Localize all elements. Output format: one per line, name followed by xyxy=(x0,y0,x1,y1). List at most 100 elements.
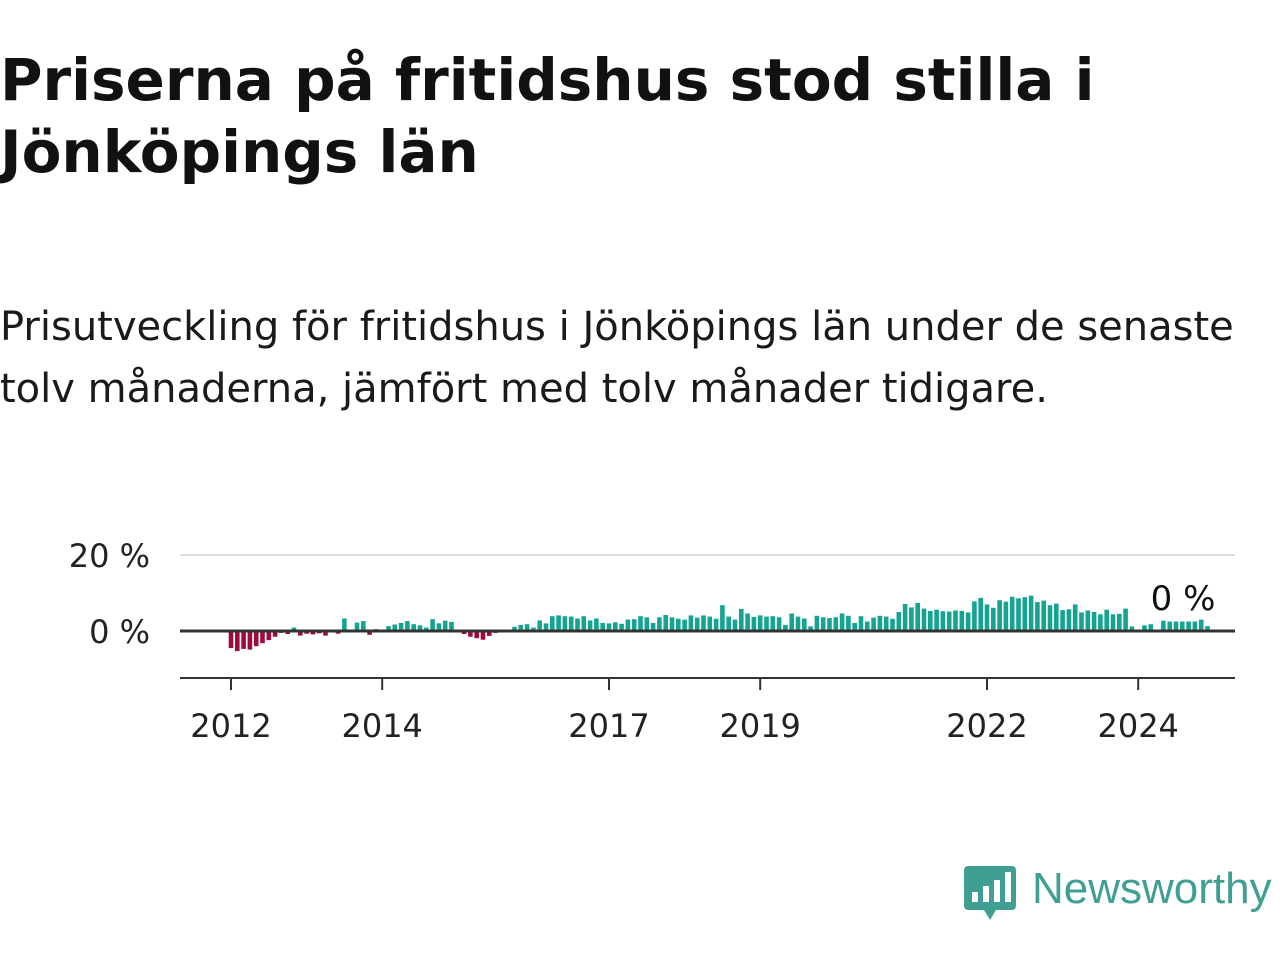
x-tick-label: 2012 xyxy=(190,707,271,745)
bar xyxy=(915,602,920,631)
bar xyxy=(883,616,889,631)
bar xyxy=(890,618,895,631)
bar xyxy=(531,627,536,631)
bar xyxy=(846,615,851,631)
bar xyxy=(1091,612,1097,631)
bar xyxy=(682,619,687,631)
bar xyxy=(556,615,561,631)
bar xyxy=(594,618,599,631)
bar xyxy=(392,624,398,631)
chart-subtitle: Prisutveckling för fritidshus i Jönköpin… xyxy=(0,304,1234,412)
bar xyxy=(928,610,933,631)
bar xyxy=(1060,610,1065,631)
bar xyxy=(253,631,259,647)
bar xyxy=(638,616,643,631)
bar xyxy=(575,618,580,631)
y-tick-label: 20 % xyxy=(69,537,150,575)
bar xyxy=(442,620,448,631)
bar xyxy=(997,600,1002,631)
bar xyxy=(1035,602,1040,631)
x-tick-label: 2017 xyxy=(568,707,649,745)
bar xyxy=(1167,621,1172,631)
bar xyxy=(694,617,700,631)
bar xyxy=(417,625,423,631)
bar xyxy=(342,618,347,631)
bar xyxy=(361,621,366,631)
bar xyxy=(581,616,587,631)
bar xyxy=(298,631,303,636)
bar xyxy=(726,616,731,631)
bar xyxy=(241,631,246,649)
bar xyxy=(323,631,328,636)
y-tick-label: 0 % xyxy=(89,613,150,651)
bar xyxy=(449,621,454,631)
bar xyxy=(1186,621,1191,631)
bar xyxy=(386,626,391,631)
brand-name: Newsworthy xyxy=(1032,864,1272,913)
bar xyxy=(978,597,983,631)
bar xyxy=(247,631,253,650)
bar xyxy=(1142,625,1147,631)
bar xyxy=(1161,620,1166,631)
bar xyxy=(984,604,990,631)
bar xyxy=(1192,621,1198,631)
x-axis-labels: 2012 2014 2017 2019 2022 2024 xyxy=(190,678,1179,745)
bar xyxy=(972,601,977,631)
bar xyxy=(1072,604,1078,631)
bar xyxy=(1003,601,1009,631)
bar xyxy=(1022,597,1028,631)
bar xyxy=(619,623,624,631)
bar xyxy=(676,618,681,631)
bar xyxy=(650,623,656,631)
bar xyxy=(1198,619,1204,631)
bar xyxy=(959,610,965,631)
bar xyxy=(1016,598,1021,631)
bar xyxy=(871,617,876,631)
bar xyxy=(1028,595,1034,631)
bar xyxy=(1047,605,1053,631)
bar xyxy=(310,631,316,635)
bar xyxy=(398,623,404,631)
y-axis-labels: 0 % 20 % xyxy=(69,537,150,651)
bar xyxy=(739,609,744,631)
bar xyxy=(909,607,914,631)
bar xyxy=(424,627,429,631)
bar xyxy=(537,620,542,631)
bar xyxy=(1066,609,1072,631)
bar xyxy=(940,611,946,631)
bar xyxy=(1054,603,1059,631)
bar xyxy=(701,615,706,631)
bar xyxy=(606,623,612,631)
bar xyxy=(405,621,410,631)
bar xyxy=(770,616,776,631)
bar xyxy=(764,616,769,631)
bar xyxy=(663,615,668,631)
bar xyxy=(272,631,278,637)
bar xyxy=(751,616,757,631)
bar xyxy=(631,619,637,631)
bar xyxy=(1173,621,1179,631)
bar xyxy=(669,617,675,631)
bar xyxy=(902,604,908,631)
bar xyxy=(354,622,360,631)
bar xyxy=(720,605,725,631)
bar xyxy=(1098,614,1103,631)
bar xyxy=(934,609,939,631)
bar xyxy=(1123,608,1128,631)
bar xyxy=(235,631,240,652)
bar xyxy=(1148,624,1154,631)
bar xyxy=(833,617,839,631)
bar xyxy=(732,619,738,631)
bar xyxy=(260,631,265,644)
bar xyxy=(291,627,297,631)
bar xyxy=(1104,609,1109,631)
newsworthy-logo-icon xyxy=(964,866,1016,920)
bar xyxy=(921,608,927,631)
bar xyxy=(367,631,372,635)
bar xyxy=(1117,613,1122,631)
bar xyxy=(776,617,782,631)
bar xyxy=(613,622,618,631)
bar xyxy=(228,631,234,649)
x-tick-label: 2022 xyxy=(946,707,1027,745)
bar xyxy=(877,615,883,631)
